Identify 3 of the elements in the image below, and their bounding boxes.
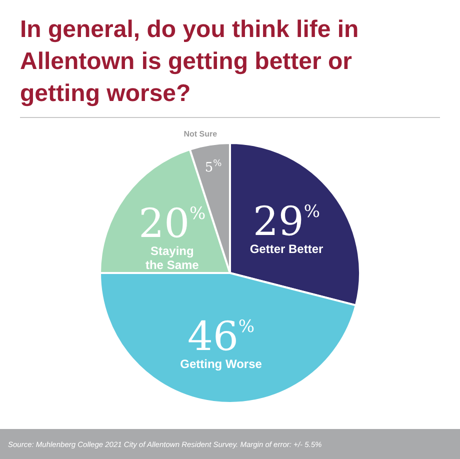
slice-label: Not Sure [184,130,218,139]
chart-title: In general, do you think life in Allentown is getting better or getting worse? [20,15,360,109]
data-label: 5% [204,158,222,176]
